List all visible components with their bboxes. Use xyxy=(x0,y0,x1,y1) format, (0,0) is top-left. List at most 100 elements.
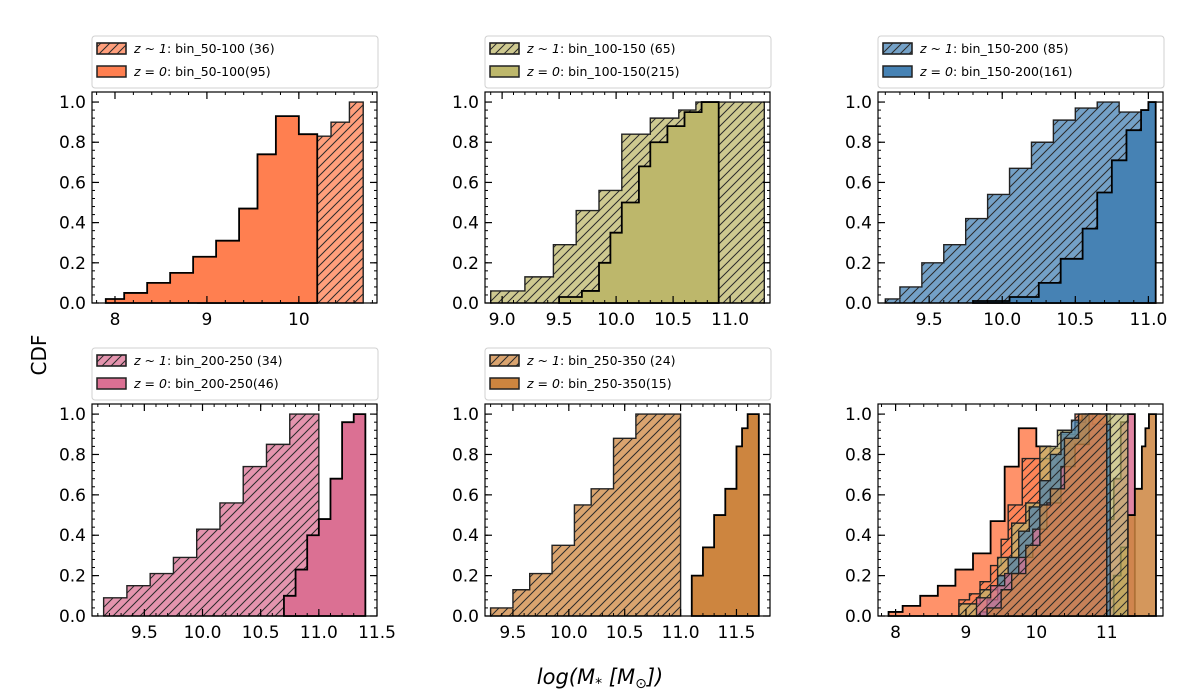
panel-all-bins-combined-y-tick-label: 0.0 xyxy=(845,607,872,627)
panel-bin-250-350-x-tick-label: 10.5 xyxy=(606,623,644,643)
panel-bin-200-250-frame xyxy=(91,403,378,617)
panel-bin-50-100-legend-swatch-hatch xyxy=(96,42,127,55)
panel-bin-100-150-x-tick-label: 10.5 xyxy=(654,310,692,330)
panel-bin-100-150-y-tick-label: 0.8 xyxy=(452,133,479,153)
panel-bin-50-100-legend-label-suffix: : bin_50-100(95) xyxy=(167,64,271,79)
panel-bin-250-350-y-tick-label: 0.6 xyxy=(452,486,479,506)
panel-bin-100-150-y-tick-label: 0.6 xyxy=(452,173,479,193)
panel-bin-250-350-legend: z ~ 1: bin_250-350 (24) z = 0: bin_250-35… xyxy=(484,347,772,401)
panel-bin-150-200-legend-swatch-z0 xyxy=(882,65,913,78)
panel-bin-150-200: z ~ 1: bin_150-200 (85) z = 0: bin_150-20… xyxy=(845,35,1167,330)
panel-all-bins-combined-x-tick-label: 9 xyxy=(961,623,972,643)
panel-bin-100-150-x-tick-label: 10.0 xyxy=(597,310,635,330)
panel-bin-100-150-z0-step xyxy=(558,101,720,304)
panel-bin-150-200-legend-swatch-hatch xyxy=(882,42,913,55)
panel-bin-200-250-legend-label-suffix: : bin_200-250 (34) xyxy=(167,353,283,368)
panel-bin-150-200-legend-label: z = 0: bin_150-200(161) xyxy=(919,64,1073,79)
panel-all-bins-combined-x-tick-label: 11 xyxy=(1096,623,1118,643)
panel-bin-100-150-legend-swatch-hatch xyxy=(489,42,520,55)
panel-bin-150-200-y-tick-label: 0.2 xyxy=(845,254,872,274)
panel-bin-50-100-x-tick-label: 9 xyxy=(202,310,213,330)
x-axis-label: log(M* [M⊙]) xyxy=(537,665,663,692)
panel-bin-200-250-x-tick-label: 10.0 xyxy=(184,623,222,643)
panel-bin-250-350-legend-label-prefix: z = 0 xyxy=(526,376,560,391)
panel-bin-100-150-y-tick-label: 0.4 xyxy=(452,214,479,234)
panel-bin-200-250-y-tick-label: 1.0 xyxy=(59,405,86,425)
panel-bin-100-150-legend-label-suffix: : bin_100-150(215) xyxy=(560,64,680,79)
x-axis-label-unit-sub: ⊙ xyxy=(635,676,647,692)
panel-bin-250-350-y-tick-label: 1.0 xyxy=(452,405,479,425)
panel-bin-50-100-y-tick-label: 1.0 xyxy=(59,93,86,113)
panel-bin-100-150-y-tick-label: 0.2 xyxy=(452,254,479,274)
panel-bin-200-250-legend-label: z = 0: bin_200-250(46) xyxy=(133,376,279,391)
y-axis-label: CDF xyxy=(27,335,51,376)
panel-bin-50-100-legend-label-prefix: z = 0 xyxy=(133,64,167,79)
panel-bin-50-100-legend-box xyxy=(91,35,379,89)
panel-bin-100-150-y-tick-label: 0.0 xyxy=(452,294,479,314)
panel-bin-200-250-y-tick-label: 0.6 xyxy=(59,486,86,506)
panel-bin-100-150-x-tick-label: 9.5 xyxy=(546,310,573,330)
panel-bin-50-100-x-tick-label: 8 xyxy=(110,310,121,330)
panel-bin-150-200-y-tick-label: 0.6 xyxy=(845,173,872,193)
panel-bin-100-150-legend-swatch-z0 xyxy=(489,65,520,78)
x-axis-label-unit-open: [M xyxy=(602,665,635,689)
panel-bin-150-200-x-tick-label: 10.0 xyxy=(983,310,1021,330)
panel-bin-100-150-frame xyxy=(484,91,771,304)
panel-all-bins-combined-frame xyxy=(877,403,1164,617)
panel-bin-150-200-x-tick-label: 9.5 xyxy=(916,310,943,330)
panel-all-bins-combined-y-tick-label: 0.6 xyxy=(845,486,872,506)
panel-bin-150-200-y-tick-label: 0.4 xyxy=(845,214,872,234)
panel-all-bins-combined-y-tick-label: 1.0 xyxy=(845,405,872,425)
panel-bin-250-350-z1-outline xyxy=(489,413,682,617)
panel-all-bins-combined-x-tick-label: 10 xyxy=(1026,623,1048,643)
panel-bin-200-250: z ~ 1: bin_200-250 (34)z = 0: bin_200-25… xyxy=(59,347,396,643)
panels-group: z ~ 1: bin_50-100 (36)z = 0: bin_50-100(… xyxy=(59,35,1167,643)
panel-bin-50-100-legend-label: z ~ 1: bin_50-100 (36) xyxy=(133,41,275,56)
panel-bin-250-350-y-tick-label: 0.0 xyxy=(452,607,479,627)
panel-bin-50-100-legend-label: z = 0: bin_50-100(95) xyxy=(133,64,271,79)
panel-all-bins-combined-y-tick-label: 0.4 xyxy=(845,526,872,546)
panel-bin-200-250-x-tick-label: 9.5 xyxy=(131,623,158,643)
panel-bin-250-350-x-tick-label: 11.0 xyxy=(662,623,700,643)
panel-bin-50-100-legend-label-suffix: : bin_50-100 (36) xyxy=(167,41,275,56)
panel-bin-250-350-y-tick-label: 0.8 xyxy=(452,445,479,465)
panel-bin-50-100-y-tick-label: 0.8 xyxy=(59,133,86,153)
panel-bin-100-150-x-tick-label: 11.0 xyxy=(711,310,749,330)
panel-bin-150-200-legend-box xyxy=(877,35,1165,89)
panel-bin-200-250-legend-swatch-z0 xyxy=(96,377,127,390)
panel-bin-250-350-legend-label: z = 0: bin_250-350(15) xyxy=(526,376,672,391)
panel-bin-250-350-x-tick-label: 9.5 xyxy=(499,623,526,643)
panel-bin-50-100-legend: z ~ 1: bin_50-100 (36) z = 0: bin_50-100(… xyxy=(91,35,379,89)
panel-bin-200-250-legend-swatch-hatch xyxy=(96,354,127,367)
panel-bin-50-100-x-tick-label: 10 xyxy=(288,310,310,330)
panel-bin-250-350-x-tick-label: 11.5 xyxy=(718,623,756,643)
panel-bin-50-100-y-tick-label: 0.4 xyxy=(59,214,86,234)
panel-bin-250-350-legend-label-prefix: z ~ 1 xyxy=(526,353,560,368)
panel-all-bins-combined-y-tick-label: 0.8 xyxy=(845,445,872,465)
panel-bin-100-150-legend-label-prefix: z ~ 1 xyxy=(526,41,560,56)
panel-bin-150-200-frame xyxy=(877,91,1164,304)
panel-bin-150-200-y-tick-label: 0.0 xyxy=(845,294,872,314)
panel-bin-150-200-legend-label: z ~ 1: bin_150-200 (85) xyxy=(919,41,1069,56)
panel-bin-200-250-z1-outline xyxy=(102,413,320,617)
panel-bin-250-350: z ~ 1: bin_250-350 (24) z = 0: bin_250-35… xyxy=(452,347,772,643)
panel-bin-250-350-legend-label-suffix: : bin_250-350 (24) xyxy=(560,353,676,368)
panel-bin-100-150-legend-label: z ~ 1: bin_100-150 (65) xyxy=(526,41,676,56)
panel-bin-150-200-legend-label-suffix: : bin_150-200 (85) xyxy=(953,41,1069,56)
panel-bin-200-250-legend-label-prefix: z = 0 xyxy=(133,376,167,391)
panel-bin-200-250-y-tick-label: 0.0 xyxy=(59,607,86,627)
panel-all-bins-combined-y-tick-label: 0.2 xyxy=(845,567,872,587)
panel-bin-250-350-legend-swatch-hatch xyxy=(489,354,520,367)
panel-bin-200-250-legend: z ~ 1: bin_200-250 (34)z = 0: bin_200-25… xyxy=(91,347,379,401)
panel-bin-150-200-x-tick-label: 10.5 xyxy=(1056,310,1094,330)
panel-bin-100-150-x-tick-label: 9.0 xyxy=(489,310,516,330)
panel-bin-100-150-legend: z ~ 1: bin_100-150 (65)z = 0: bin_100-15… xyxy=(484,35,772,89)
panel-bin-250-350-z0-step xyxy=(690,413,760,617)
panel-bin-150-200-x-tick-label: 11.0 xyxy=(1129,310,1167,330)
panel-bin-150-200-y-tick-label: 1.0 xyxy=(845,93,872,113)
panel-bin-150-200-y-tick-label: 0.8 xyxy=(845,133,872,153)
panel-all-bins-combined: 8 9 10 11 0.0 0.2 0.4 0.6 0.8 1.0 xyxy=(845,403,1164,643)
panel-bin-200-250-y-tick-label: 0.4 xyxy=(59,526,86,546)
panel-bin-50-100-frame xyxy=(91,91,378,304)
